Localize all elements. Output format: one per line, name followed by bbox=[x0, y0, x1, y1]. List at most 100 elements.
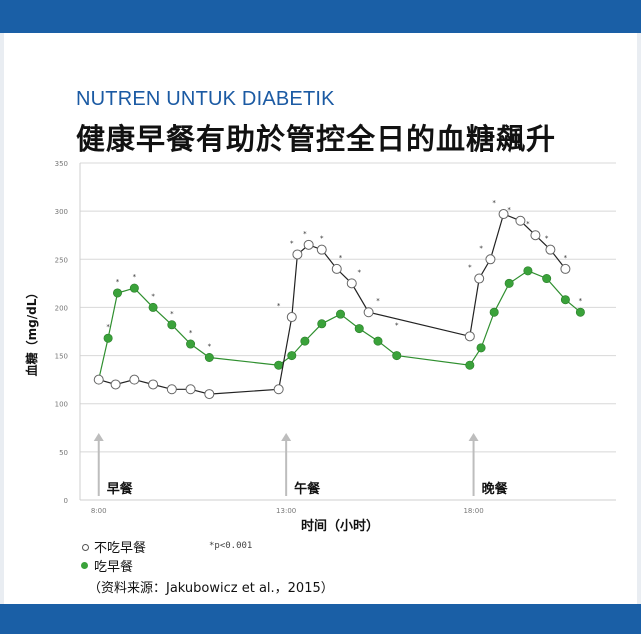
data-point-open bbox=[363, 307, 374, 318]
x-axis-title: 时间（小时） bbox=[301, 518, 379, 534]
y-tick-label: 300 bbox=[55, 208, 68, 216]
data-point-open bbox=[474, 273, 485, 284]
data-point-filled bbox=[317, 319, 327, 329]
meal-arrow-head bbox=[281, 433, 292, 441]
significance-mark: * bbox=[133, 273, 137, 281]
data-point-filled bbox=[204, 352, 214, 362]
data-point-open bbox=[515, 215, 526, 226]
y-tick-label: 100 bbox=[55, 401, 68, 409]
legend-label-eat-breakfast: 吃早餐 bbox=[94, 560, 134, 575]
significance-mark: * bbox=[208, 342, 212, 350]
significance-mark: * bbox=[170, 310, 174, 318]
brand-subtitle: NUTREN UNTUK DIABETIK bbox=[76, 88, 335, 110]
data-point-filled bbox=[274, 360, 284, 370]
significance-mark: * bbox=[339, 254, 343, 262]
significance-mark: * bbox=[545, 235, 549, 243]
y-tick-label: 350 bbox=[55, 160, 68, 168]
data-point-open bbox=[485, 254, 496, 265]
meal-arrow-head bbox=[93, 433, 104, 441]
data-point-filled bbox=[336, 309, 346, 319]
significance-mark: * bbox=[116, 278, 120, 286]
significance-mark: * bbox=[479, 244, 483, 252]
data-point-open bbox=[129, 374, 140, 385]
significance-mark: * bbox=[106, 323, 110, 331]
data-point-open bbox=[93, 374, 104, 385]
x-tick-label: 8:00 bbox=[91, 507, 107, 515]
significance-mark: * bbox=[151, 292, 155, 300]
data-point-open bbox=[560, 263, 571, 274]
source-citation: （资料来源：Jakubowicz et al.，2015） bbox=[88, 581, 334, 596]
meal-arrow-head bbox=[468, 433, 479, 441]
legend-filled-marker bbox=[81, 562, 88, 569]
significance-mark: * bbox=[395, 321, 399, 329]
significance-mark: * bbox=[376, 297, 380, 305]
meal-label: 晚餐 bbox=[482, 481, 509, 497]
data-point-open bbox=[204, 389, 215, 400]
data-point-filled bbox=[287, 351, 297, 361]
data-point-open bbox=[166, 384, 177, 395]
significance-mark: * bbox=[526, 220, 530, 228]
legend-label-skip-breakfast: 不吃早餐 bbox=[94, 541, 147, 556]
data-point-filled bbox=[354, 324, 364, 334]
significance-mark: * bbox=[564, 254, 568, 262]
bottom-banner bbox=[0, 604, 641, 634]
significance-mark: * bbox=[468, 264, 472, 272]
data-point-open bbox=[316, 244, 327, 255]
significance-mark: * bbox=[303, 230, 307, 238]
data-point-filled bbox=[148, 302, 158, 312]
data-point-filled bbox=[523, 266, 533, 276]
data-point-open bbox=[148, 379, 159, 390]
data-point-filled bbox=[476, 343, 486, 353]
y-tick-label: 0 bbox=[64, 497, 68, 505]
data-point-open bbox=[185, 384, 196, 395]
data-point-open bbox=[498, 209, 509, 220]
page-title: 健康早餐有助於管控全日的血糖飆升 bbox=[76, 122, 557, 156]
data-point-open bbox=[273, 384, 284, 395]
data-point-filled bbox=[300, 336, 310, 346]
data-point-open bbox=[292, 249, 303, 260]
right-border bbox=[637, 33, 641, 604]
data-point-filled bbox=[489, 307, 499, 317]
y-axis-title: 血糖（mg/dL） bbox=[24, 287, 39, 377]
data-point-filled bbox=[112, 288, 122, 298]
series-line bbox=[98, 213, 566, 395]
data-point-open bbox=[464, 331, 475, 342]
data-point-filled bbox=[186, 339, 196, 349]
left-border bbox=[0, 33, 4, 604]
data-point-filled bbox=[392, 351, 402, 361]
y-tick-label: 250 bbox=[55, 256, 68, 264]
data-point-filled bbox=[542, 274, 552, 284]
data-point-open bbox=[331, 263, 342, 274]
y-tick-label: 150 bbox=[55, 353, 68, 361]
meal-label: 午餐 bbox=[294, 481, 321, 497]
data-point-filled bbox=[465, 360, 475, 370]
data-point-filled bbox=[167, 320, 177, 330]
y-tick-label: 200 bbox=[55, 304, 68, 312]
significance-mark: * bbox=[492, 199, 496, 207]
data-point-filled bbox=[560, 295, 570, 305]
x-tick-label: 18:00 bbox=[463, 507, 483, 515]
significance-mark: * bbox=[189, 329, 193, 337]
data-point-filled bbox=[575, 307, 585, 317]
meal-label: 早餐 bbox=[107, 481, 134, 497]
data-point-filled bbox=[103, 333, 113, 343]
p-value-note: *p<0.001 bbox=[209, 541, 253, 551]
data-point-open bbox=[286, 312, 297, 323]
top-banner bbox=[0, 0, 641, 33]
significance-mark: * bbox=[277, 302, 281, 310]
data-point-open bbox=[110, 379, 121, 390]
data-point-filled bbox=[373, 336, 383, 346]
data-point-open bbox=[303, 239, 314, 250]
significance-mark: * bbox=[320, 235, 324, 243]
significance-mark: * bbox=[507, 206, 511, 214]
data-point-open bbox=[545, 244, 556, 255]
data-point-filled bbox=[504, 278, 514, 288]
data-point-open bbox=[346, 278, 357, 289]
data-point-open bbox=[530, 230, 541, 241]
legend-open-marker bbox=[82, 544, 89, 551]
significance-mark: * bbox=[290, 239, 294, 247]
x-tick-label: 13:00 bbox=[276, 507, 296, 515]
significance-mark: * bbox=[357, 268, 361, 276]
data-point-filled bbox=[129, 283, 139, 293]
